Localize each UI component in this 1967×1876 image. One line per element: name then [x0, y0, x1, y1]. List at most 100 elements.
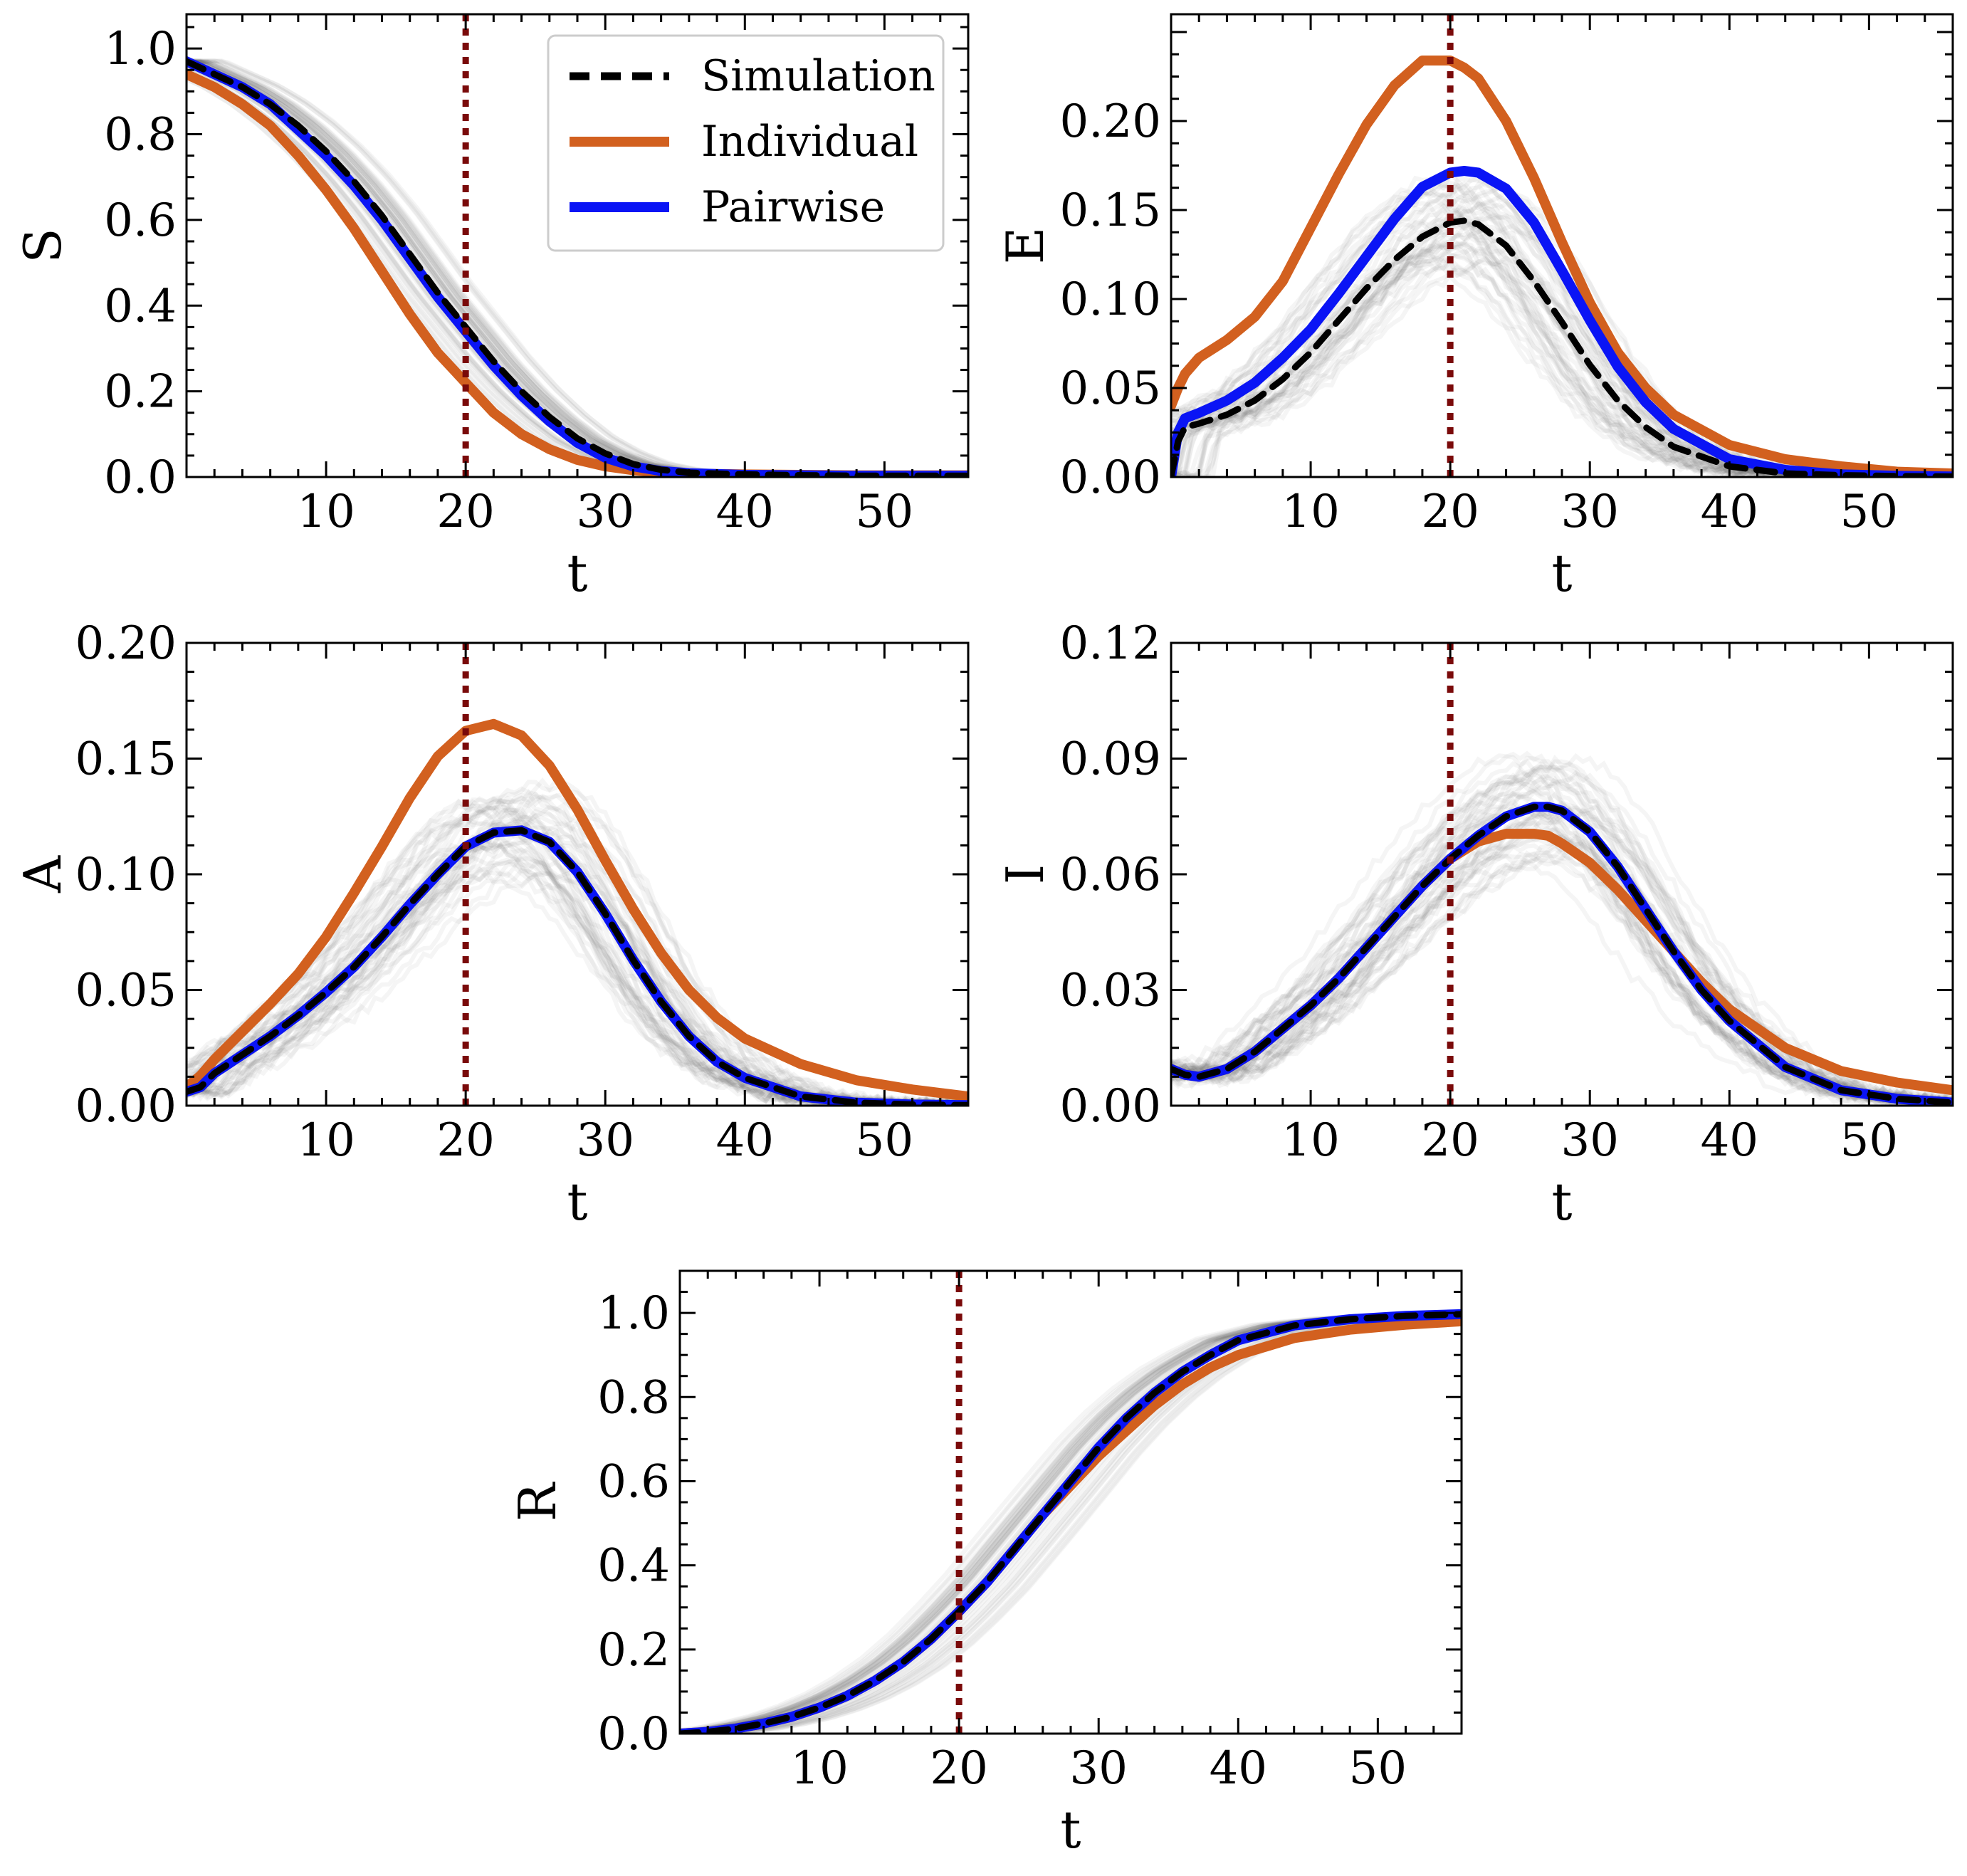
panel-S: 10 20 30 40 50 0.0 0.2 0.4 0.6 0.8 1.0 t S: [13, 13, 970, 603]
y-tick-label-E: 0.15: [1060, 184, 1162, 237]
x-tick-label-S: 50: [856, 486, 913, 538]
x-tick-label-E: 40: [1701, 486, 1758, 538]
ensemble-run: [680, 1312, 1462, 1734]
x-tick-label-R: 10: [790, 1742, 848, 1795]
y-axis-label-R: R: [508, 1482, 567, 1521]
y-axis-label-A: A: [13, 855, 73, 894]
ensemble-run: [1171, 826, 1953, 1106]
y-tick-label-S: 0.0: [104, 451, 177, 504]
series-individual-E: [1171, 56, 1953, 477]
ensemble-run: [1171, 771, 1953, 1106]
y-tick-label-A: 0.00: [75, 1080, 177, 1133]
y-tick-label-S: 0.6: [104, 194, 177, 247]
plot-area-R: [680, 1271, 1462, 1734]
y-tick-label-A: 0.10: [75, 849, 177, 901]
y-tick-label-R: 0.8: [597, 1371, 670, 1424]
ensemble-run: [187, 777, 968, 1106]
legend-pairwise-label: Pairwise: [701, 182, 885, 232]
x-tick-label-A: 20: [436, 1114, 494, 1167]
series-pairwise-E: [1171, 166, 1953, 477]
series-simulation-A: [187, 827, 968, 1106]
plot-area-S: [187, 14, 968, 477]
x-tick-label-I: 30: [1561, 1114, 1618, 1167]
y-tick-label-E: 0.20: [1060, 95, 1162, 148]
ensemble-run: [1171, 184, 1953, 477]
x-tick-label-I: 50: [1840, 1114, 1898, 1167]
ensemble-run: [1171, 199, 1953, 477]
ensemble-run: [1171, 805, 1953, 1106]
y-tick-label-S: 1.0: [104, 23, 177, 75]
series-individual-A: [187, 718, 968, 1101]
y-tick-label-A: 0.05: [75, 965, 177, 1017]
y-axis-label-E: E: [995, 227, 1055, 265]
ensemble-run: [1171, 850, 1953, 1106]
ensemble-run: [1171, 258, 1953, 477]
y-tick-label-I: 0.12: [1060, 617, 1162, 670]
y-tick-label-E: 0.10: [1060, 273, 1162, 326]
legend-frame: [547, 34, 945, 252]
series-simulation-E: [1171, 217, 1953, 477]
x-tick-label-S: 10: [297, 486, 355, 538]
ensemble-runs-R: [680, 1311, 1462, 1734]
ensemble-run: [187, 780, 968, 1106]
x-tick-label-R: 30: [1069, 1742, 1127, 1795]
x-axis-label-R: t: [1061, 1800, 1081, 1860]
x-tick-label-I: 10: [1281, 1114, 1339, 1167]
y-tick-label-R: 0.4: [597, 1540, 670, 1593]
series-simulation-S: [187, 58, 968, 477]
y-tick-label-R: 0.0: [597, 1708, 670, 1761]
x-tick-label-A: 30: [576, 1114, 634, 1167]
y-tick-label-S: 0.8: [104, 109, 177, 162]
x-tick-label-A: 50: [856, 1114, 913, 1167]
x-tick-label-E: 10: [1281, 486, 1339, 538]
ensemble-run: [1171, 201, 1953, 477]
y-tick-label-R: 1.0: [597, 1287, 670, 1340]
ensemble-run: [680, 1313, 1462, 1734]
x-tick-label-E: 20: [1421, 486, 1479, 538]
x-tick-label-E: 30: [1561, 486, 1618, 538]
ensemble-run: [680, 1313, 1462, 1734]
y-tick-label-A: 0.20: [75, 617, 177, 670]
ensemble-run: [187, 813, 968, 1106]
series-simulation-R: [680, 1311, 1462, 1734]
ensemble-run: [1171, 802, 1953, 1106]
x-tick-label-R: 20: [930, 1742, 987, 1795]
ensemble-run: [1171, 800, 1953, 1106]
y-tick-label-E: 0.05: [1060, 362, 1162, 415]
x-axis-label-E: t: [1552, 543, 1573, 603]
ensemble-run: [1171, 843, 1953, 1106]
x-axis-label-S: t: [567, 543, 588, 603]
plot-area-I: [1171, 643, 1953, 1106]
y-tick-label-S: 0.2: [104, 366, 177, 419]
ensemble-run: [1171, 804, 1953, 1106]
ensemble-run: [680, 1313, 1462, 1734]
y-tick-label-S: 0.4: [104, 280, 177, 332]
y-axis-label-S: S: [13, 228, 73, 263]
plot-area-E: [1171, 14, 1953, 477]
legend: Simulation Individual Pairwise: [547, 34, 945, 252]
ensemble-run: [680, 1313, 1462, 1734]
panel-I: 10 20 30 40 50 0.00 0.03 0.06 0.09 0.12 t I: [995, 617, 1954, 1232]
y-tick-label-E: 0.00: [1060, 451, 1162, 504]
ensemble-run: [1171, 181, 1953, 477]
ensemble-run: [680, 1313, 1462, 1734]
ensemble-run: [680, 1312, 1462, 1734]
ensemble-runs-A: [187, 777, 968, 1106]
panel-E: 10 20 30 40 50 0.00 0.05 0.10 0.15 0.20 t E: [995, 13, 1954, 603]
ensemble-run: [187, 815, 966, 1106]
y-axis-label-I: I: [995, 864, 1055, 884]
x-axis-label-A: t: [567, 1172, 588, 1232]
x-tick-label-A: 40: [716, 1114, 774, 1167]
y-tick-label-I: 0.09: [1060, 733, 1162, 786]
ensemble-run: [187, 833, 968, 1106]
panel-R: 10 20 30 40 50 0.0 0.2 0.4 0.6 0.8 1.0 t R: [508, 1269, 1463, 1860]
ensemble-run: [680, 1313, 1462, 1734]
x-tick-label-I: 40: [1701, 1114, 1758, 1167]
legend-individual-label: Individual: [701, 117, 918, 167]
x-tick-label-E: 50: [1840, 486, 1898, 538]
y-tick-label-I: 0.03: [1060, 965, 1162, 1017]
x-axis-label-I: t: [1552, 1172, 1573, 1232]
x-tick-label-R: 50: [1349, 1742, 1407, 1795]
y-tick-label-A: 0.15: [75, 733, 177, 786]
